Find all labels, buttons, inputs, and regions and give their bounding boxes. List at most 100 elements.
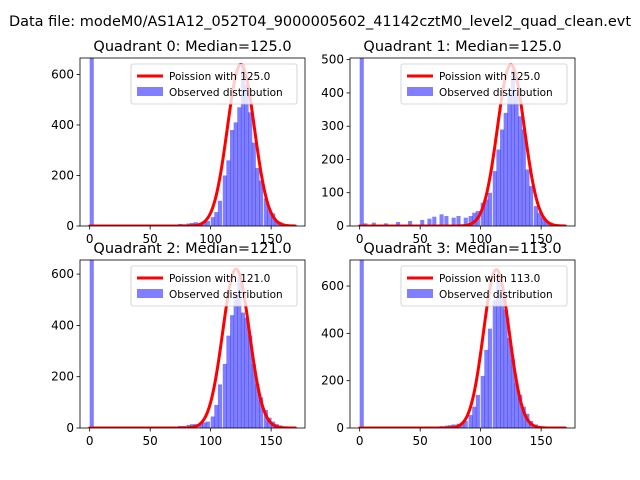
x-tick-label: 50 — [143, 434, 158, 448]
x-tick-label: 150 — [530, 434, 553, 448]
histogram-bar — [541, 217, 546, 226]
histogram-bar — [525, 169, 530, 226]
histogram-bar — [492, 171, 497, 226]
histogram-bar — [255, 167, 260, 226]
histogram-bar — [271, 213, 276, 226]
legend-label-poisson: Poission with 121.0 — [169, 273, 270, 285]
x-tick-label: 150 — [260, 232, 283, 246]
legend-bar-swatch — [137, 289, 163, 298]
histogram-bar — [468, 414, 473, 428]
histogram-bar — [503, 112, 508, 226]
y-tick-label: 200 — [51, 168, 74, 182]
histogram-bar — [510, 69, 515, 226]
y-tick-label: 400 — [51, 318, 74, 332]
subplot-title: Quadrant 0: Median=125.0 — [93, 39, 291, 55]
histogram-bar — [500, 295, 505, 428]
histogram-bar — [444, 216, 449, 226]
histogram-bar — [484, 349, 489, 428]
histogram-bar — [468, 216, 473, 226]
histogram-bar — [89, 58, 94, 226]
legend-label-observed: Observed distribution — [439, 87, 553, 99]
histogram-bar — [463, 420, 468, 428]
x-tick-label: 0 — [86, 434, 94, 448]
histogram-bar — [451, 217, 456, 226]
figure-suptitle: Data file: modeM0/AS1A12_052T04_90000056… — [9, 14, 631, 30]
y-tick-label: 600 — [51, 67, 74, 81]
legend: Poission with 121.0 Observed distribution — [130, 265, 298, 307]
histogram-bar — [500, 129, 505, 226]
histogram-bar — [274, 220, 279, 226]
histogram-bar — [507, 338, 512, 428]
y-tick-label: 200 — [321, 374, 344, 388]
histogram-bar — [230, 315, 235, 428]
histogram-bar — [395, 222, 401, 226]
histogram-bar — [233, 122, 238, 226]
histogram-bar — [463, 217, 468, 226]
histogram-bar — [217, 200, 223, 226]
histogram-bar — [420, 220, 425, 226]
axes-frame — [349, 259, 576, 429]
histogram-bar — [263, 410, 268, 428]
subplot-title: Quadrant 1: Median=125.0 — [363, 39, 561, 55]
legend-label-poisson: Poission with 125.0 — [439, 71, 540, 83]
histogram-bar — [371, 222, 376, 226]
subplot-title: Quadrant 2: Median=121.0 — [93, 241, 291, 257]
x-tick-label: 0 — [356, 434, 364, 448]
x-tick-label: 50 — [143, 232, 158, 246]
histogram-bar — [427, 218, 432, 226]
histogram-bar — [240, 312, 245, 428]
histogram-bar — [259, 180, 264, 226]
x-tick-label: 100 — [199, 232, 222, 246]
histogram-bar — [248, 335, 253, 428]
axes-frame — [79, 57, 306, 227]
y-tick-label: 500 — [321, 53, 344, 67]
x-tick-label: 50 — [413, 434, 428, 448]
histogram-bar — [472, 406, 477, 428]
histogram-bar — [529, 186, 534, 226]
histogram-bar — [259, 397, 264, 428]
legend: Poission with 113.0 Observed distribution — [400, 265, 568, 307]
histogram-bar — [487, 192, 493, 226]
histogram-bar — [475, 394, 480, 428]
subplot-quadrant-0: Quadrant 0: Median=125.0 0 50 100 150 0 200 400… — [51, 39, 306, 246]
legend-frame — [130, 63, 298, 105]
histogram-bar — [255, 384, 260, 428]
y-tick-label: 600 — [51, 267, 74, 281]
plot-area — [358, 58, 567, 226]
y-tick-label: 0 — [66, 421, 74, 435]
histogram-bar — [492, 300, 497, 428]
histogram-bar — [514, 92, 519, 226]
histogram-bar — [226, 160, 231, 226]
histogram-bar — [263, 198, 268, 226]
histogram-bar — [472, 212, 477, 226]
x-tick-label: 150 — [530, 232, 553, 246]
y-tick-label: 400 — [321, 86, 344, 100]
histogram-bar — [359, 260, 364, 428]
y-tick-label: 400 — [321, 326, 344, 340]
legend: Poission with 125.0 Observed distribution — [130, 63, 298, 105]
legend-label-poisson: Poission with 125.0 — [169, 71, 270, 83]
legend-bar-swatch — [137, 87, 163, 96]
histogram-bar — [210, 217, 215, 226]
subplot-quadrant-3: Quadrant 3: Median=113.0 0 50 100 150 0 200 400… — [321, 241, 576, 448]
subplot-quadrant-2: Quadrant 2: Median=121.0 0 50 100 150 0 200 400… — [51, 241, 306, 448]
y-tick-label: 0 — [66, 219, 74, 233]
y-tick-label: 0 — [336, 421, 344, 435]
x-tick-label: 0 — [86, 232, 94, 246]
legend-label-observed: Observed distribution — [169, 87, 283, 99]
histogram-bar — [496, 274, 501, 428]
histogram-bar — [359, 58, 364, 226]
subplot-title: Quadrant 3: Median=113.0 — [363, 241, 561, 257]
histogram-bar — [244, 84, 249, 226]
y-tick-label: 200 — [321, 152, 344, 166]
x-tick-label: 100 — [469, 434, 492, 448]
histogram-bar — [484, 199, 489, 226]
histogram-bar — [439, 214, 444, 226]
histogram-bar — [198, 422, 203, 428]
subplot-quadrant-1: Quadrant 1: Median=125.0 0 50 100 150 0 100 200… — [321, 39, 576, 246]
histogram-bar — [217, 384, 223, 428]
histogram-bar — [214, 212, 219, 226]
histogram-bar — [230, 130, 235, 226]
y-tick-label: 0 — [336, 219, 344, 233]
